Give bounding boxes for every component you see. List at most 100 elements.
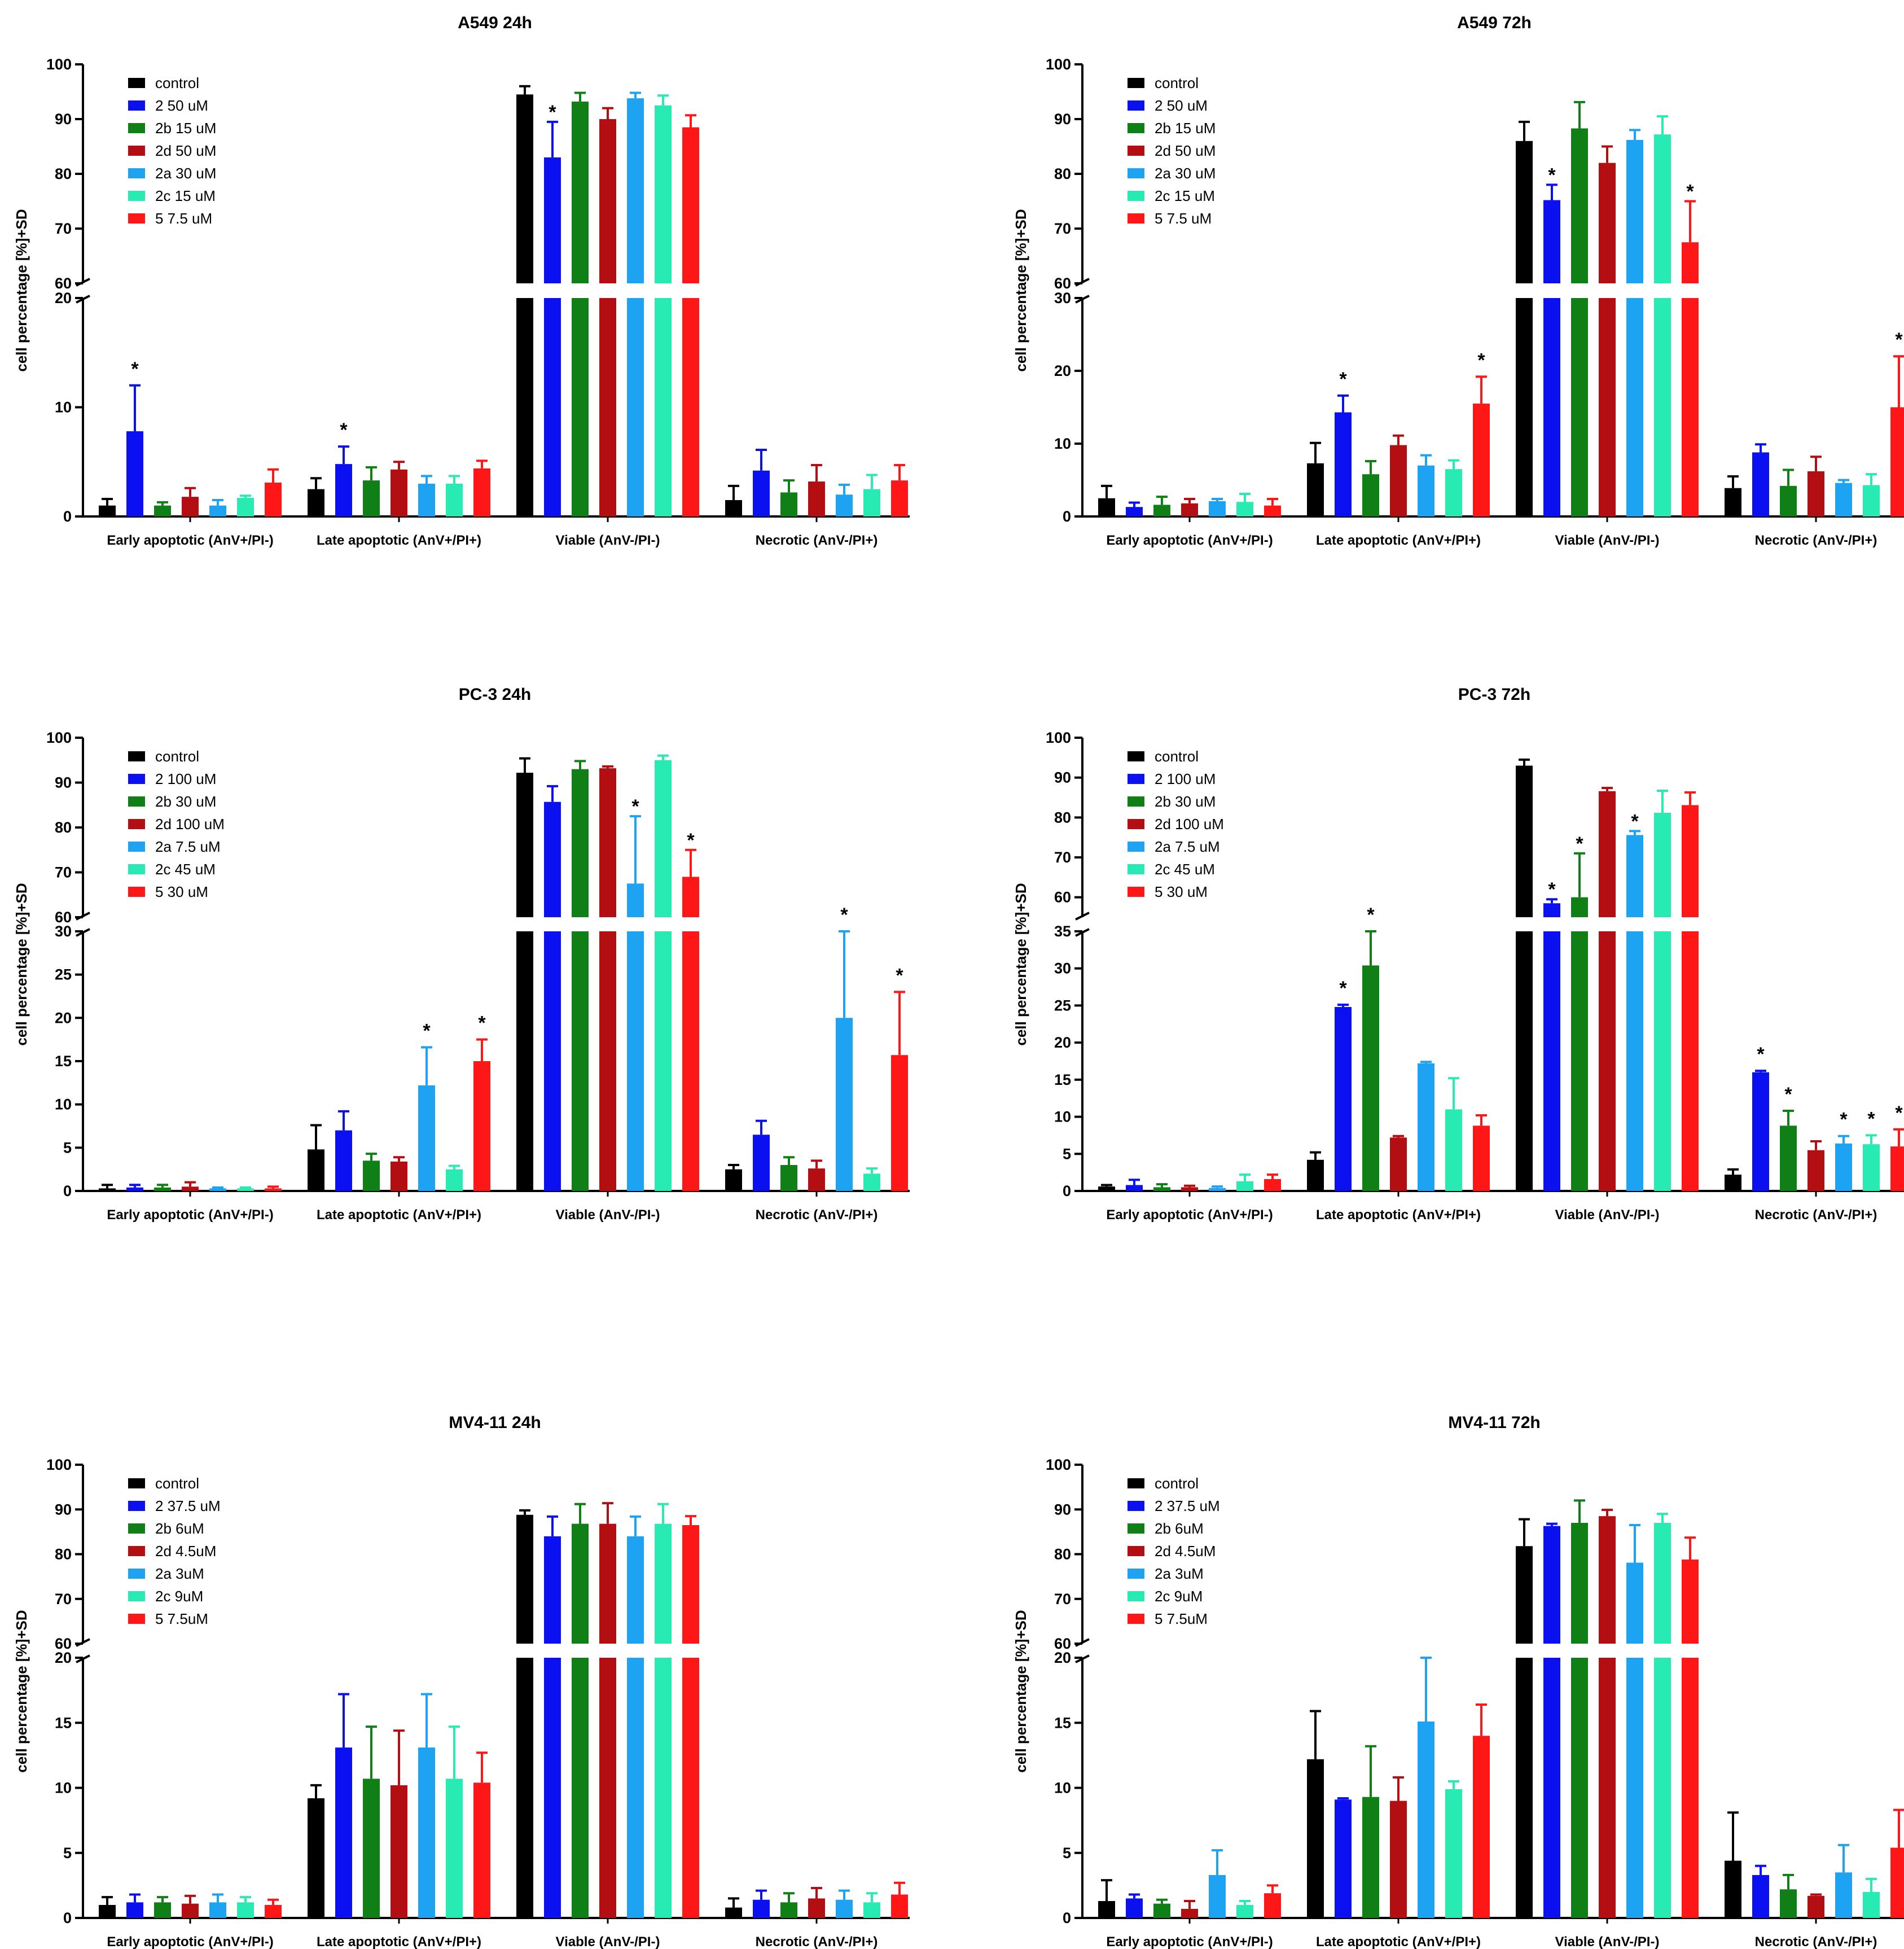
x-category-label: Necrotic (AnV-/PI+) <box>756 1207 878 1223</box>
bar <box>1473 404 1490 516</box>
bar <box>655 1658 672 1918</box>
chart-title: A549 24h <box>458 14 532 32</box>
bar <box>1599 1516 1616 1644</box>
significance-star: * <box>1548 879 1556 900</box>
bar <box>418 1085 435 1191</box>
bar <box>836 494 853 516</box>
legend-swatch <box>1128 1614 1144 1624</box>
chart-title: PC-3 24h <box>459 685 531 704</box>
bar <box>1362 1797 1379 1918</box>
y-tick-label: 60 <box>55 909 72 926</box>
significance-star: * <box>1477 349 1485 371</box>
significance-star: * <box>131 358 139 380</box>
bar <box>1682 242 1699 283</box>
significance-star: * <box>549 102 556 123</box>
significance-star: * <box>340 419 348 441</box>
bar <box>1543 931 1560 1191</box>
bar <box>308 489 324 516</box>
bar <box>1236 1181 1253 1191</box>
x-category-label: Early apoptotic (AnV+/PI-) <box>107 533 273 548</box>
bar <box>544 931 561 1191</box>
y-tick-label: 5 <box>63 1845 72 1862</box>
bar <box>753 470 770 516</box>
bar <box>446 483 463 516</box>
significance-star: * <box>1895 1102 1903 1124</box>
legend-swatch <box>128 774 145 784</box>
bar <box>209 1188 226 1191</box>
bar <box>1516 141 1533 283</box>
legend-swatch <box>128 191 145 201</box>
bar <box>1863 1144 1880 1191</box>
x-category-label: Necrotic (AnV-/PI+) <box>756 533 878 548</box>
bar <box>1682 931 1699 1191</box>
bar <box>1335 1799 1352 1918</box>
bar <box>572 101 589 283</box>
bar <box>473 468 490 516</box>
bar <box>265 1188 282 1191</box>
chart-title: MV4-11 72h <box>1448 1413 1540 1432</box>
bar <box>391 1161 407 1191</box>
y-tick-label: 70 <box>1054 220 1071 237</box>
bar <box>1126 1898 1143 1918</box>
y-axis-label: cell percentage [%]+SD <box>1012 1610 1029 1772</box>
y-tick-label: 70 <box>55 220 72 237</box>
bar <box>182 497 199 516</box>
y-tick-label: 80 <box>1054 809 1071 826</box>
bar <box>891 480 908 516</box>
bar <box>1808 1895 1824 1918</box>
bar <box>1335 412 1352 516</box>
significance-star: * <box>1895 329 1903 351</box>
bar <box>1264 1179 1281 1191</box>
bar <box>1571 931 1588 1191</box>
y-tick-label: 70 <box>1054 849 1071 866</box>
bar <box>516 773 533 917</box>
bar <box>780 1902 797 1918</box>
y-tick-label: 15 <box>55 1714 72 1731</box>
significance-star: * <box>1339 978 1347 999</box>
legend-label: 2 37.5 uM <box>1155 1497 1220 1514</box>
legend-label: control <box>1155 75 1199 91</box>
legend-label: 2a 3uM <box>155 1565 204 1582</box>
bar <box>265 1904 282 1918</box>
legend-label: 2b 6uM <box>155 1520 204 1537</box>
legend-swatch <box>1128 887 1144 897</box>
legend-label: 2c 15 uM <box>155 187 216 204</box>
legend-swatch <box>1128 1501 1144 1511</box>
bar <box>1808 1150 1824 1191</box>
y-tick-label: 25 <box>1054 997 1071 1014</box>
bar <box>1780 1889 1797 1918</box>
x-category-label: Late apoptotic (AnV+/PI+) <box>1316 1934 1481 1949</box>
legend-label: control <box>1155 748 1199 765</box>
legend-label: 2b 30 uM <box>155 793 216 810</box>
legend-swatch <box>128 864 145 874</box>
y-tick-label: 100 <box>46 56 72 73</box>
legend-swatch <box>1128 796 1144 807</box>
legend-swatch <box>1128 100 1144 111</box>
bar <box>1516 298 1533 516</box>
y-tick-label: 0 <box>63 1182 72 1199</box>
y-tick-label: 0 <box>1063 1182 1071 1199</box>
bar <box>1153 1903 1170 1918</box>
bar <box>154 505 171 516</box>
y-tick-label: 90 <box>55 111 72 128</box>
y-tick-label: 80 <box>1054 1546 1071 1563</box>
bar <box>209 505 226 516</box>
legend-swatch <box>128 842 145 852</box>
bar <box>627 931 644 1191</box>
significance-star: * <box>1840 1109 1848 1131</box>
bar <box>544 1658 561 1918</box>
bar <box>1626 835 1643 917</box>
bar <box>1571 897 1588 917</box>
legend-swatch <box>1128 751 1144 761</box>
y-tick-label: 100 <box>1046 729 1071 746</box>
x-category-label: Early apoptotic (AnV+/PI-) <box>1106 1207 1273 1223</box>
bar <box>1516 1546 1533 1644</box>
legend-label: 5 30 uM <box>1155 883 1208 900</box>
y-tick-label: 90 <box>55 1501 72 1518</box>
y-tick-label: 60 <box>55 275 72 292</box>
bar <box>572 1523 589 1644</box>
bar <box>1626 1658 1643 1918</box>
bar <box>1682 1658 1699 1918</box>
bar <box>1236 502 1253 516</box>
bar <box>1445 469 1462 516</box>
